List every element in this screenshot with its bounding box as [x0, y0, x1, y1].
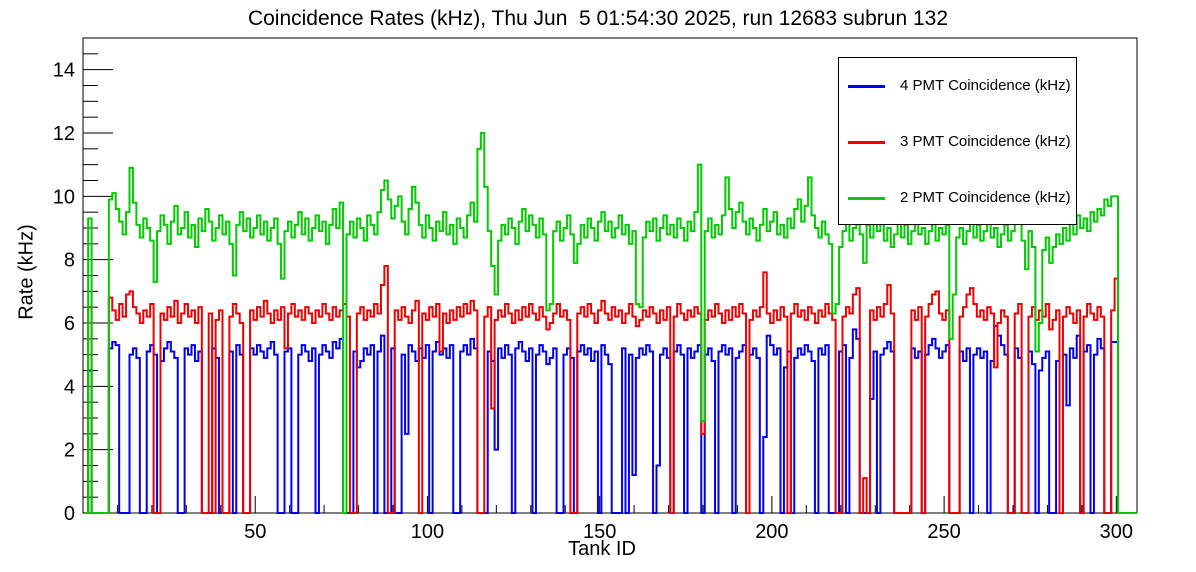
- series-path-3-pmt-coincidence-khz: [84, 265, 1137, 514]
- y-tick-label: 14: [53, 60, 75, 82]
- legend-item-label: 4 PMT Coincidence (kHz): [900, 77, 1071, 94]
- legend-box: 4 PMT Coincidence (kHz) 3 PMT Coincidence…: [838, 57, 1077, 225]
- y-tick-label: 0: [64, 503, 75, 525]
- legend-item-label: 3 PMT Coincidence (kHz): [900, 133, 1071, 150]
- x-axis-title: Tank ID: [568, 538, 636, 560]
- x-tick-label: 300: [1100, 521, 1133, 543]
- legend-line-sample: [848, 197, 885, 200]
- legend-line-sample: [848, 85, 885, 88]
- legend-line-sample: [848, 141, 885, 144]
- y-tick-label: 12: [53, 123, 75, 145]
- y-tick-label: 10: [53, 186, 75, 208]
- x-tick-label: 250: [927, 521, 960, 543]
- x-tick-label: 150: [583, 521, 616, 543]
- x-tick-label: 50: [244, 521, 266, 543]
- chart-title: Coincidence Rates (kHz), Thu Jun 5 01:54…: [247, 7, 949, 30]
- y-tick-label: 6: [64, 313, 75, 335]
- x-tick-label: 100: [411, 521, 444, 543]
- y-tick-label: 2: [64, 440, 75, 462]
- legend-item-label: 2 PMT Coincidence (kHz): [900, 189, 1071, 206]
- y-tick-label: 4: [64, 376, 75, 398]
- y-tick-label: 8: [64, 250, 75, 272]
- x-tick-label: 200: [755, 521, 788, 543]
- y-axis-title: Rate (kHz): [15, 224, 38, 320]
- series-path-2-pmt-coincidence-khz: [84, 132, 1137, 514]
